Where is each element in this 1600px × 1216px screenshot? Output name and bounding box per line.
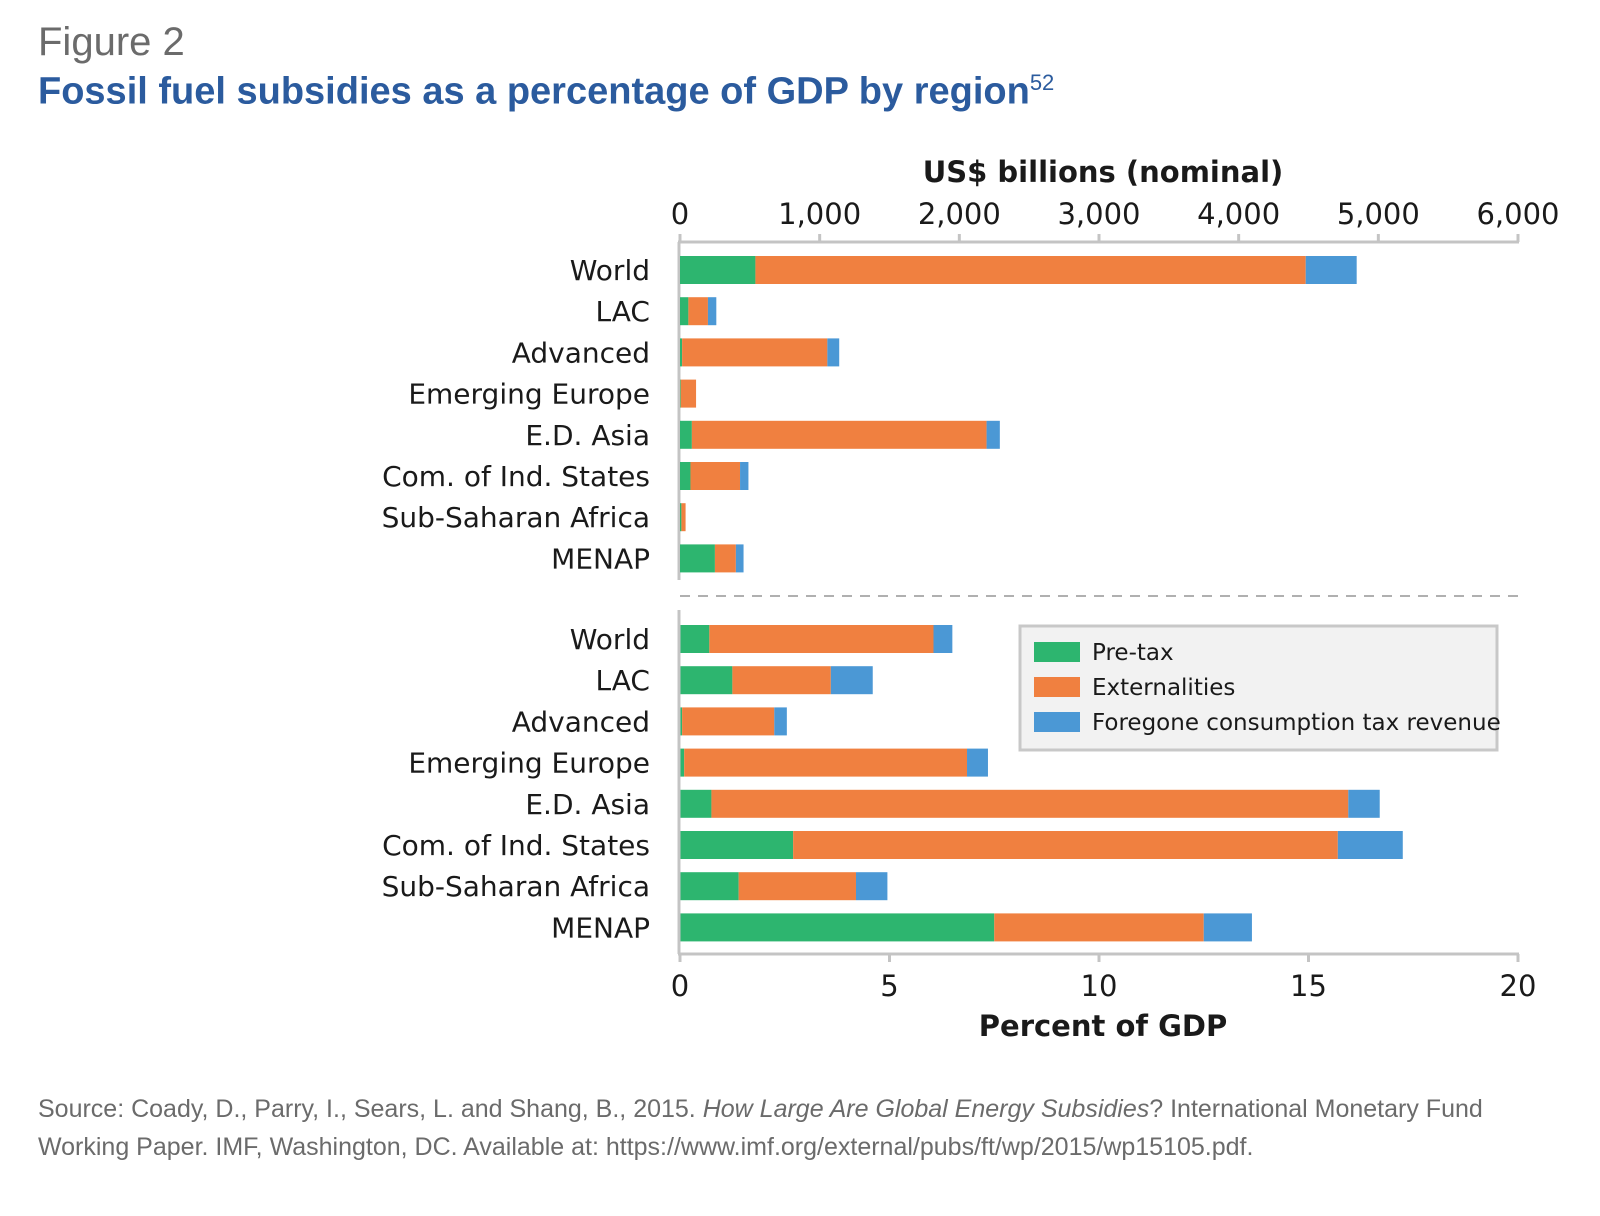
gdp-tick-label: 0	[671, 969, 689, 1003]
usd-bar-advanced-foregone-consumption-tax-revenue	[827, 338, 840, 367]
usd-bar-lac-externalities	[688, 297, 708, 326]
usd-category-label-lac: LAC	[596, 295, 650, 328]
usd-bar-world-foregone-consumption-tax-revenue	[1305, 256, 1357, 284]
usd-bar-world-externalities	[755, 256, 1306, 284]
usd-category-label-emerging-europe: Emerging Europe	[408, 378, 650, 411]
bottom-axis: 0 5 10 15 20 Percent of GDP	[671, 610, 1537, 1043]
legend-box	[1018, 624, 1499, 752]
legend-swatch-externalities	[1034, 677, 1080, 697]
gdp-bar-com-of-ind-states-externalities	[793, 831, 1338, 859]
gdp-bar-menap-pre-tax	[680, 913, 995, 942]
gdp-category-label-sub-saharan-africa: Sub-Saharan Africa	[382, 870, 650, 903]
figure-title: Fossil fuel subsidies as a percentage of…	[38, 70, 1054, 114]
legend-label-pre-tax: Pre-tax	[1092, 640, 1174, 666]
usd-bar-advanced-pre-tax	[680, 338, 683, 367]
usd-tick-label: 6,000	[1476, 197, 1559, 231]
gdp-bar-sub-saharan-africa-foregone-consumption-tax-revenue	[855, 872, 888, 901]
figure-title-text: Fossil fuel subsidies as a percentage of…	[38, 70, 1030, 113]
usd-bar-com-of-ind-states-foregone-consumption-tax-revenue	[740, 462, 749, 490]
gdp-bar-world-foregone-consumption-tax-revenue	[933, 625, 953, 653]
gdp-bar-advanced-foregone-consumption-tax-revenue	[774, 707, 787, 736]
usd-category-label-advanced: Advanced	[512, 336, 650, 369]
legend: Pre-tax Externalities Foregone consumption…	[1018, 624, 1501, 752]
usd-bar-com-of-ind-states-externalities	[690, 462, 741, 490]
gdp-bar-com-of-ind-states-foregone-consumption-tax-revenue	[1337, 831, 1403, 859]
source-suffix: ? International Monetary Fund Working Pa…	[38, 1095, 1483, 1161]
figure-title-superscript: 52	[1029, 70, 1055, 95]
usd-bar-sub-saharan-africa-externalities	[681, 503, 686, 532]
usd-bar-sub-saharan-africa-pre-tax	[680, 503, 682, 532]
usd-category-label-world: World	[570, 254, 650, 287]
usd-tick-label: 5,000	[1337, 197, 1420, 231]
gdp-axis-title: Percent of GDP	[979, 1009, 1227, 1043]
gdp-bar-e-d-asia-pre-tax	[680, 789, 712, 818]
gdp-bar-menap-foregone-consumption-tax-revenue	[1203, 913, 1252, 942]
gdp-category-label-emerging-europe: Emerging Europe	[408, 747, 650, 780]
gdp-bar-world-pre-tax	[680, 625, 710, 653]
usd-bar-e-d-asia-foregone-consumption-tax-revenue	[986, 420, 1000, 449]
top-category-labels: World LAC Advanced Emerging Europe E.D. Asia…	[382, 254, 650, 575]
usd-bar-emerging-europe-pre-tax	[680, 379, 681, 408]
top-bars	[680, 256, 1357, 573]
usd-bar-emerging-europe-externalities	[680, 379, 697, 408]
usd-category-label-com-of-ind-states: Com. of Ind. States	[382, 460, 650, 493]
gdp-bar-advanced-pre-tax	[680, 707, 683, 736]
figure-label: Figure 2	[38, 20, 185, 64]
usd-bar-com-of-ind-states-pre-tax	[680, 462, 691, 490]
gdp-bar-emerging-europe-pre-tax	[680, 748, 685, 777]
gdp-bar-com-of-ind-states-pre-tax	[680, 831, 794, 859]
usd-tick-label: 3,000	[1057, 197, 1140, 231]
usd-bar-e-d-asia-externalities	[691, 420, 987, 449]
usd-bar-menap-foregone-consumption-tax-revenue	[735, 544, 744, 573]
gdp-tick-label: 15	[1290, 969, 1327, 1003]
gdp-bar-lac-foregone-consumption-tax-revenue	[830, 666, 873, 695]
top-axis: 0 1,000 2,000 3,000 4,000 5,000 6,000 US$ billi…	[671, 155, 1560, 580]
gdp-category-label-com-of-ind-states: Com. of Ind. States	[382, 829, 650, 862]
gdp-category-label-advanced: Advanced	[512, 705, 650, 738]
usd-bar-e-d-asia-pre-tax	[680, 420, 692, 449]
source-note: Source: Coady, D., Parry, I., Sears, L. …	[38, 1090, 1558, 1166]
legend-swatch-foregone-consumption-tax-revenue	[1034, 712, 1080, 732]
gdp-bar-emerging-europe-externalities	[684, 748, 968, 777]
source-title: How Large Are Global Energy Subsidies	[702, 1095, 1150, 1123]
gdp-bar-lac-externalities	[732, 666, 831, 695]
usd-tick-label: 0	[671, 197, 689, 231]
usd-category-label-sub-saharan-africa: Sub-Saharan Africa	[382, 501, 650, 534]
source-prefix: Source: Coady, D., Parry, I., Sears, L. …	[38, 1095, 703, 1123]
gdp-tick-label: 5	[880, 969, 898, 1003]
gdp-category-label-lac: LAC	[596, 664, 650, 697]
usd-tick-label: 2,000	[918, 197, 1001, 231]
legend-label-foregone-consumption-tax-revenue: Foregone consumption tax revenue	[1092, 710, 1501, 736]
legend-swatch-pre-tax	[1034, 642, 1080, 662]
usd-tick-label: 4,000	[1197, 197, 1280, 231]
gdp-bar-e-d-asia-externalities	[711, 789, 1349, 818]
gdp-tick-label: 10	[1081, 969, 1118, 1003]
legend-label-externalities: Externalities	[1092, 675, 1235, 701]
usd-bar-lac-pre-tax	[680, 297, 689, 326]
gdp-bar-lac-pre-tax	[680, 666, 733, 695]
subsidies-chart: 0 1,000 2,000 3,000 4,000 5,000 6,000 US$ billi…	[382, 155, 1560, 1043]
gdp-category-label-menap: MENAP	[551, 911, 650, 944]
gdp-bar-emerging-europe-foregone-consumption-tax-revenue	[967, 748, 988, 777]
usd-bar-menap-pre-tax	[680, 544, 715, 573]
gdp-bar-sub-saharan-africa-pre-tax	[680, 872, 739, 901]
usd-bar-world-pre-tax	[680, 256, 756, 284]
gdp-bar-e-d-asia-foregone-consumption-tax-revenue	[1348, 789, 1380, 818]
usd-bar-advanced-externalities	[682, 338, 828, 367]
gdp-bar-advanced-externalities	[682, 707, 775, 736]
usd-category-label-e-d-asia: E.D. Asia	[525, 419, 650, 452]
usd-bar-menap-externalities	[714, 544, 736, 573]
gdp-bar-menap-externalities	[994, 913, 1204, 942]
gdp-category-label-e-d-asia: E.D. Asia	[525, 788, 650, 821]
bottom-bars	[680, 625, 1403, 942]
gdp-tick-label: 20	[1500, 969, 1537, 1003]
usd-tick-label: 1,000	[778, 197, 861, 231]
bottom-category-labels: World LAC Advanced Emerging Europe E.D. Asia…	[382, 623, 650, 944]
gdp-bar-world-externalities	[709, 625, 934, 653]
usd-category-label-menap: MENAP	[551, 542, 650, 575]
usd-axis-title: US$ billions (nominal)	[923, 155, 1284, 189]
gdp-category-label-world: World	[570, 623, 650, 656]
usd-bar-lac-foregone-consumption-tax-revenue	[707, 297, 717, 326]
gdp-bar-sub-saharan-africa-externalities	[738, 872, 856, 901]
